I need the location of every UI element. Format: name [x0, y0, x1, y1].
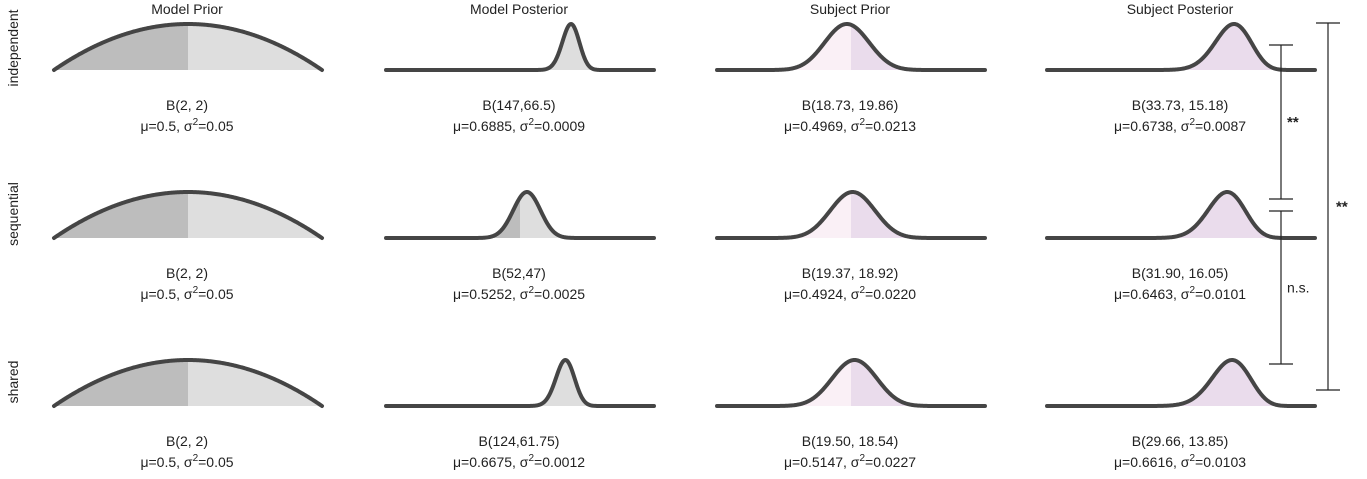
density-curve	[715, 190, 987, 240]
mean-variance-label: μ=0.5252, σ2=0.0025	[453, 285, 585, 302]
beta-parameters-label: B(2, 2)	[166, 97, 208, 113]
mean-variance-label: μ=0.6616, σ2=0.0103	[1114, 453, 1246, 470]
panel-sequential-model-posterior: B(52,47) μ=0.5252, σ2=0.0025	[384, 190, 656, 302]
significance-label: n.s.	[1287, 280, 1310, 296]
mean-variance-label: μ=0.6738, σ2=0.0087	[1114, 117, 1246, 134]
distribution-panels: B(2, 2) μ=0.5, σ2=0.05 B(147,66.5) μ=0.6885…	[52, 22, 1317, 470]
density-curve	[1045, 190, 1317, 240]
density-curve	[715, 358, 987, 408]
mean-variance-label: μ=0.6885, σ2=0.0009	[453, 117, 585, 134]
panel-independent-model-prior: B(2, 2) μ=0.5, σ2=0.05	[52, 22, 324, 134]
significance-label: **	[1336, 199, 1348, 216]
row-title-independent: independent	[5, 9, 21, 86]
beta-parameters-label: B(147,66.5)	[482, 97, 555, 113]
density-curve	[384, 22, 656, 72]
density-curve	[52, 358, 324, 408]
mean-variance-label: μ=0.4924, σ2=0.0220	[784, 285, 916, 302]
area-right-of-midpoint	[851, 192, 985, 238]
panel-independent-subject-posterior: B(33.73, 15.18) μ=0.6738, σ2=0.0087	[1045, 22, 1317, 134]
bracket-independent-vs-sequential: **	[1269, 44, 1299, 200]
beta-parameters-label: B(2, 2)	[166, 265, 208, 281]
area-right-of-midpoint	[851, 24, 985, 70]
row-title-sequential: sequential	[5, 182, 21, 246]
density-curve	[1045, 22, 1317, 72]
density-curve	[52, 22, 324, 72]
row-title-shared: shared	[5, 361, 21, 404]
bracket-independent-vs-shared: **	[1316, 22, 1348, 391]
area-right-of-midpoint	[188, 360, 322, 406]
area-right-of-midpoint	[1181, 360, 1315, 406]
area-right-of-midpoint	[1181, 24, 1315, 70]
row-titles: independent sequential shared	[5, 9, 21, 403]
mean-variance-label: μ=0.6675, σ2=0.0012	[453, 453, 585, 470]
bracket-sequential-vs-shared: n.s.	[1269, 210, 1310, 365]
density-curve	[715, 22, 987, 72]
column-titles: Model Prior Model Posterior Subject Prio…	[151, 1, 1233, 17]
area-right-of-midpoint	[520, 192, 654, 238]
panel-independent-subject-prior: B(18.73, 19.86) μ=0.4969, σ2=0.0213	[715, 22, 987, 134]
area-left-of-midpoint	[386, 197, 520, 238]
beta-parameters-label: B(124,61.75)	[479, 433, 560, 449]
panel-sequential-subject-posterior: B(31.90, 16.05) μ=0.6463, σ2=0.0101	[1045, 190, 1317, 302]
panel-sequential-model-prior: B(2, 2) μ=0.5, σ2=0.05	[52, 190, 324, 302]
area-left-of-midpoint	[54, 192, 188, 238]
beta-parameters-label: B(33.73, 15.18)	[1132, 97, 1229, 113]
significance-label: **	[1287, 114, 1299, 131]
column-title-subject-prior: Subject Prior	[810, 1, 890, 17]
panel-sequential-subject-prior: B(19.37, 18.92) μ=0.4924, σ2=0.0220	[715, 190, 987, 302]
area-right-of-midpoint	[520, 360, 654, 406]
density-curve	[52, 190, 324, 240]
area-left-of-midpoint	[717, 360, 851, 406]
density-curve	[1045, 358, 1317, 408]
column-title-model-posterior: Model Posterior	[470, 1, 568, 17]
beta-parameters-label: B(19.37, 18.92)	[802, 265, 899, 281]
column-title-model-prior: Model Prior	[151, 1, 223, 17]
mean-variance-label: μ=0.6463, σ2=0.0101	[1114, 285, 1246, 302]
area-right-of-midpoint	[188, 192, 322, 238]
mean-variance-label: μ=0.4969, σ2=0.0213	[784, 117, 916, 134]
panel-shared-model-prior: B(2, 2) μ=0.5, σ2=0.05	[52, 358, 324, 470]
area-left-of-midpoint	[717, 24, 851, 70]
density-curve	[384, 358, 656, 408]
beta-parameters-label: B(19.50, 18.54)	[802, 433, 899, 449]
beta-parameters-label: B(31.90, 16.05)	[1132, 265, 1229, 281]
column-title-subject-posterior: Subject Posterior	[1127, 1, 1234, 17]
beta-parameters-label: B(2, 2)	[166, 433, 208, 449]
mean-variance-label: μ=0.5, σ2=0.05	[140, 117, 233, 134]
panel-shared-model-posterior: B(124,61.75) μ=0.6675, σ2=0.0012	[384, 358, 656, 470]
beta-parameters-label: B(29.66, 13.85)	[1132, 433, 1229, 449]
significance-brackets: ** n.s. **	[1269, 22, 1348, 391]
beta-parameters-label: B(52,47)	[492, 265, 546, 281]
area-left-of-midpoint	[54, 24, 188, 70]
area-left-of-midpoint	[54, 360, 188, 406]
density-curve	[384, 190, 656, 240]
panel-shared-subject-prior: B(19.50, 18.54) μ=0.5147, σ2=0.0227	[715, 358, 987, 470]
panel-shared-subject-posterior: B(29.66, 13.85) μ=0.6616, σ2=0.0103	[1045, 358, 1317, 470]
beta-parameters-label: B(18.73, 19.86)	[802, 97, 899, 113]
mean-variance-label: μ=0.5147, σ2=0.0227	[784, 453, 916, 470]
area-left-of-midpoint	[717, 192, 851, 238]
area-right-of-midpoint	[188, 24, 322, 70]
area-right-of-midpoint	[851, 360, 985, 406]
mean-variance-label: μ=0.5, σ2=0.05	[140, 453, 233, 470]
panel-independent-model-posterior: B(147,66.5) μ=0.6885, σ2=0.0009	[384, 22, 656, 134]
mean-variance-label: μ=0.5, σ2=0.05	[140, 285, 233, 302]
